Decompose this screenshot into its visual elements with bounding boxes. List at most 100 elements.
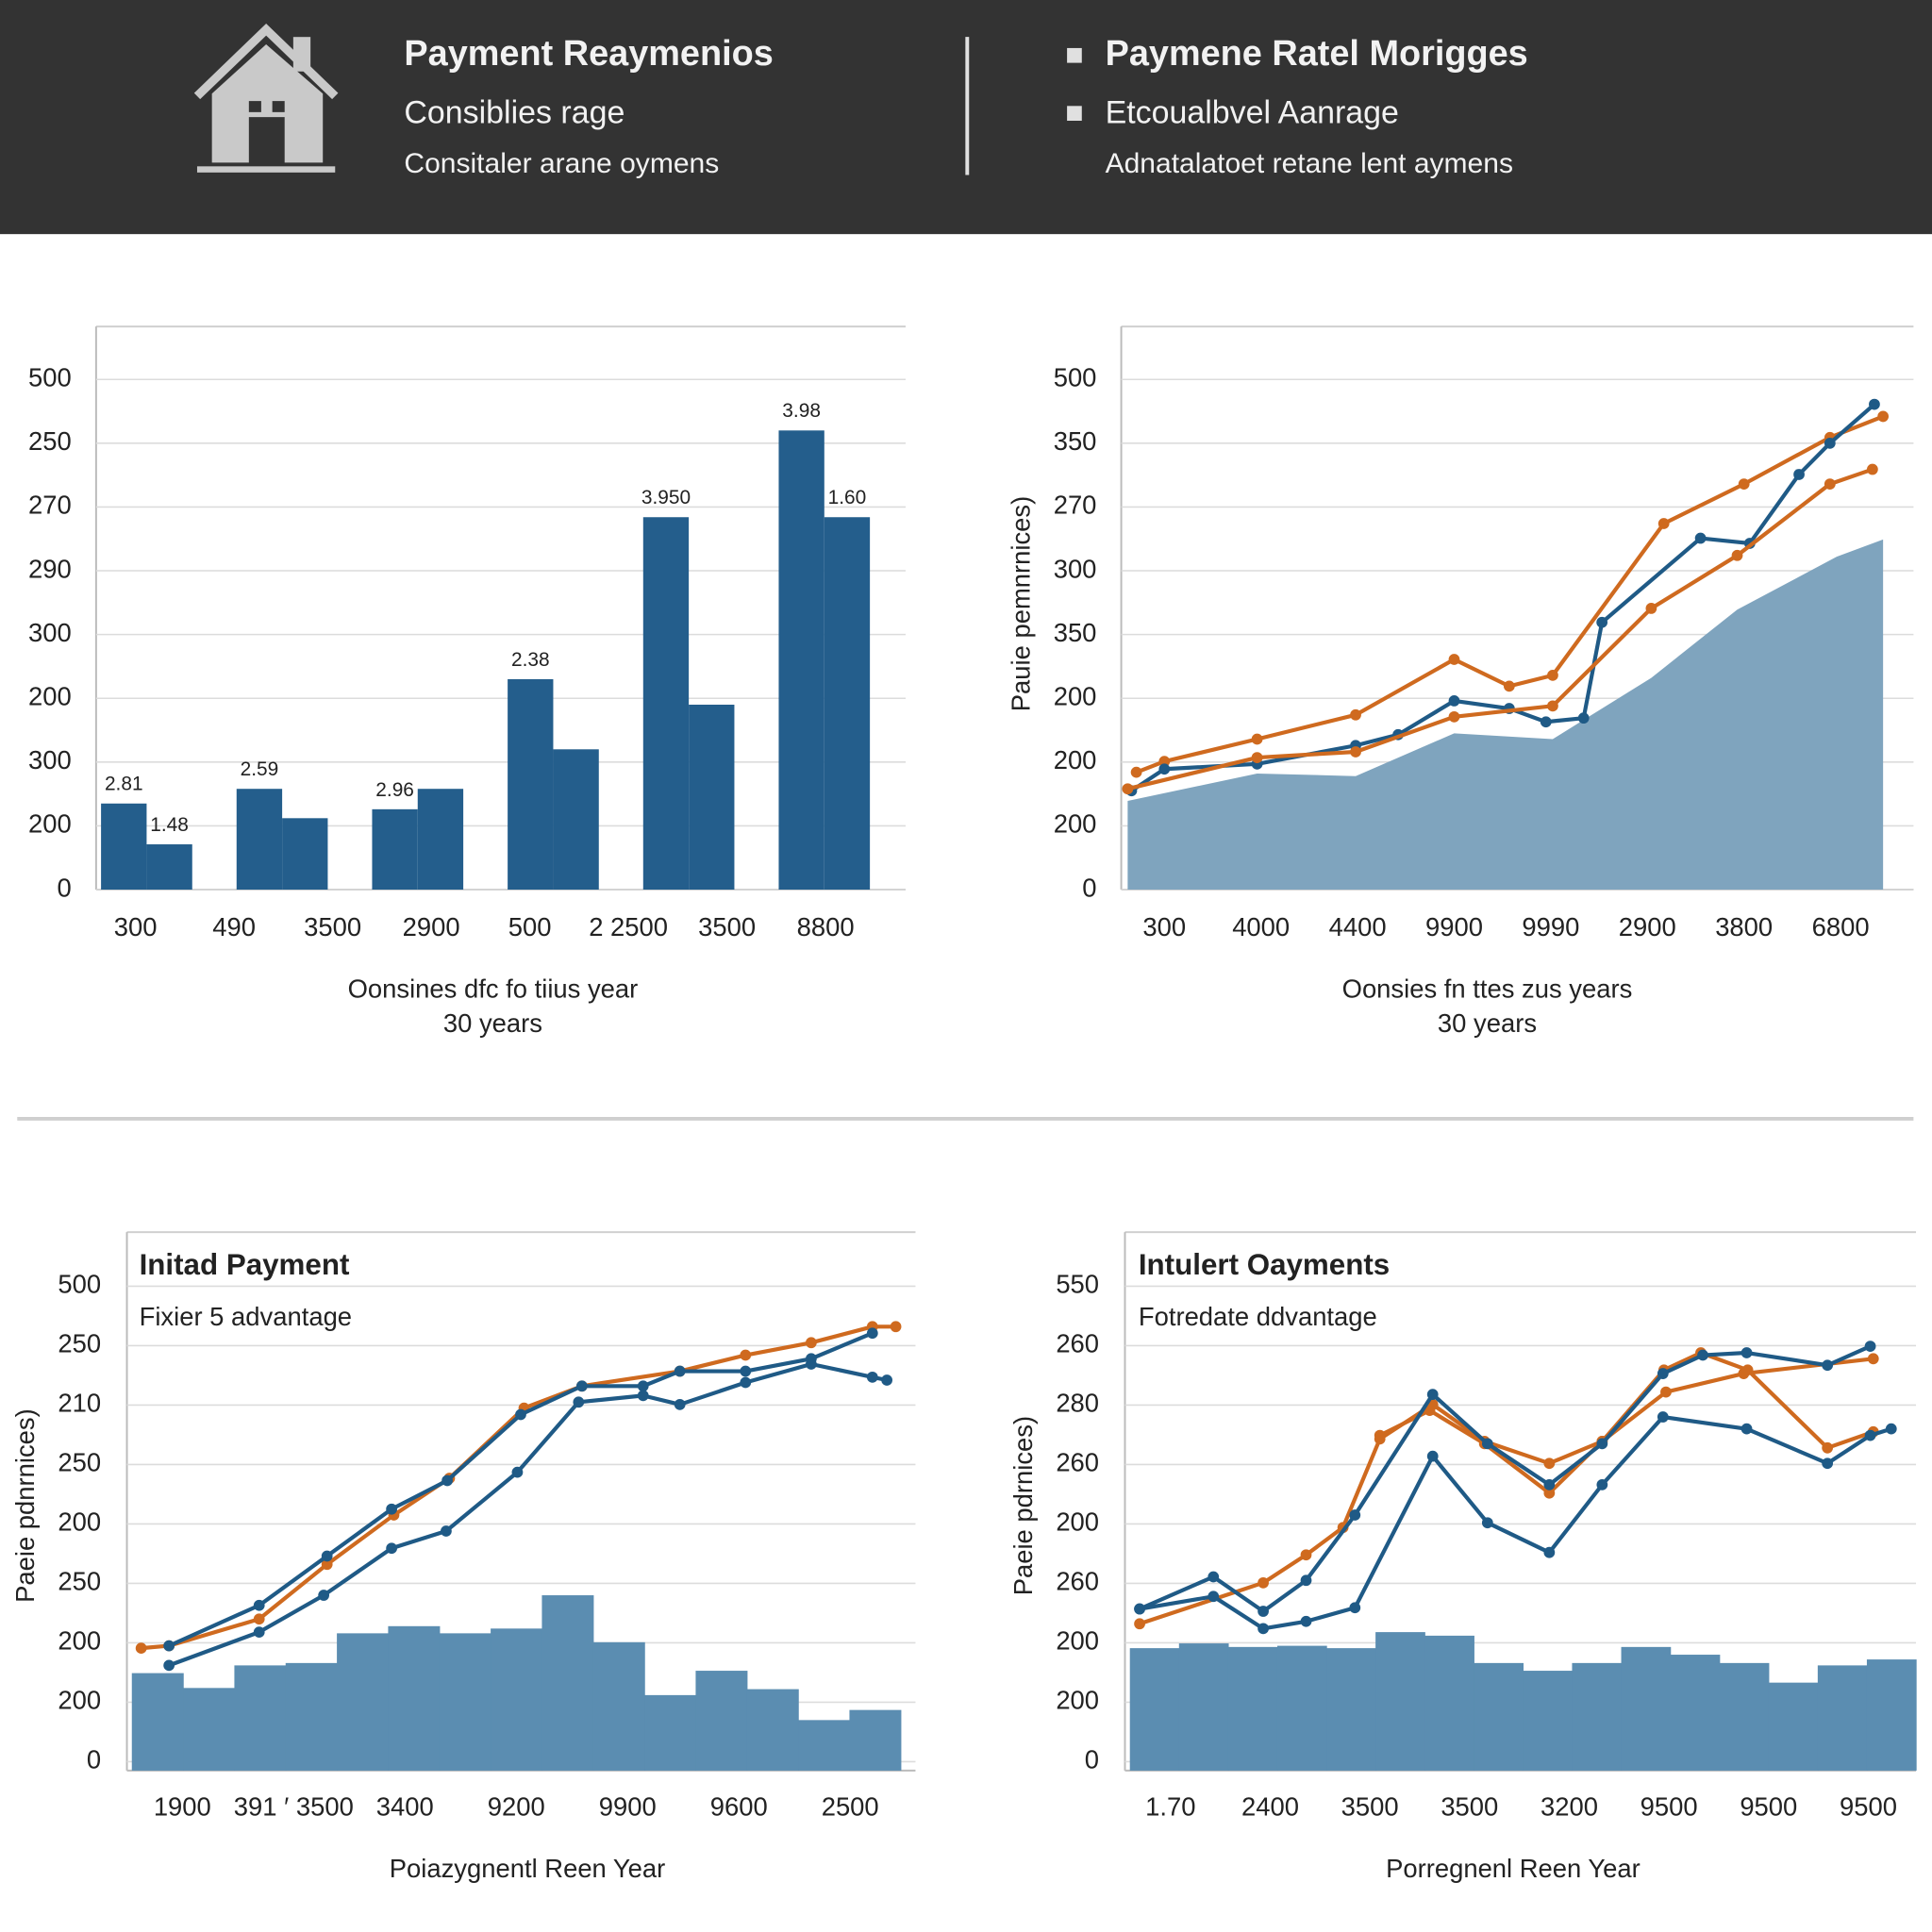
y-tick-label: 280 — [1056, 1389, 1099, 1418]
header-note: Adnatalatoet retane lent aymens — [1106, 148, 1513, 179]
line-marker — [1697, 1349, 1708, 1361]
line-marker — [1426, 1389, 1439, 1400]
chart-subtitle: Fotredate ddvantage — [1139, 1302, 1377, 1331]
bar — [417, 789, 464, 891]
histogram-bar — [1227, 1646, 1278, 1771]
line-marker — [318, 1590, 330, 1601]
line-marker — [1596, 1478, 1608, 1491]
line-marker — [1657, 518, 1670, 529]
line-marker — [1300, 1615, 1312, 1627]
line-marker — [1543, 1546, 1556, 1558]
line-marker — [1547, 700, 1558, 712]
line-marker — [1134, 1618, 1145, 1630]
x-tick-label: 1900 — [154, 1792, 211, 1822]
line-marker — [1540, 716, 1552, 728]
y-tick-label: 270 — [28, 491, 72, 520]
y-tick-label: 550 — [1056, 1270, 1099, 1299]
y-tick-label: 250 — [58, 1329, 101, 1358]
histogram-bar — [644, 1694, 697, 1771]
value-label: 1.48 — [150, 814, 189, 836]
line-marker — [1793, 469, 1805, 480]
histogram-bar — [798, 1720, 851, 1771]
x-axis-title: Porregnenl Reen Year — [1386, 1854, 1641, 1883]
y-tick-label: 200 — [1056, 1626, 1099, 1656]
x-tick-label: 2 2500 — [589, 912, 668, 941]
line-marker — [1731, 549, 1743, 561]
bar — [642, 517, 690, 891]
x-tick-label: 9500 — [1840, 1792, 1897, 1822]
line — [1139, 1414, 1892, 1631]
x-tick-label: 500 — [508, 912, 552, 941]
line-marker — [1543, 1457, 1556, 1470]
line — [1139, 1357, 1874, 1626]
y-tick-label: 200 — [1054, 809, 1097, 839]
line-marker — [1349, 1602, 1361, 1614]
histogram-bar — [1817, 1665, 1868, 1771]
bar — [236, 789, 283, 891]
line-marker — [1740, 1347, 1753, 1358]
line-marker — [1481, 1517, 1493, 1529]
line-marker — [321, 1558, 333, 1571]
line-marker — [1824, 478, 1836, 490]
line-marker — [1657, 1368, 1669, 1379]
histogram-bar — [849, 1709, 902, 1771]
line-marker — [1349, 1509, 1361, 1521]
histogram-bar — [131, 1673, 184, 1771]
line-marker — [1208, 1591, 1220, 1603]
bar — [101, 803, 147, 891]
line-marker — [1864, 1341, 1876, 1352]
histogram-bar — [337, 1633, 390, 1771]
line-marker — [386, 1503, 397, 1515]
histogram-bar — [1866, 1659, 1917, 1771]
y-tick-label: 0 — [1082, 873, 1096, 902]
line-marker — [1448, 710, 1460, 723]
line-marker — [1424, 1405, 1436, 1416]
line-marker — [1300, 1549, 1312, 1561]
line-marker — [163, 1640, 175, 1652]
y-tick-label: 500 — [28, 362, 72, 391]
x-tick-label: 490 — [212, 912, 256, 941]
chart-title: Initad Payment — [140, 1248, 350, 1281]
x-tick-label: 3500 — [1341, 1792, 1399, 1822]
x-tick-label: 2900 — [1619, 912, 1676, 941]
y-tick-label: 260 — [1056, 1448, 1099, 1477]
histogram-bar — [1719, 1662, 1770, 1771]
x-tick-label: 3200 — [1541, 1792, 1598, 1822]
house-icon — [193, 23, 339, 173]
bar — [553, 749, 599, 891]
line-marker — [1448, 695, 1460, 707]
line-marker — [1738, 478, 1750, 490]
line — [1139, 1344, 1872, 1614]
y-tick-label: 500 — [1054, 362, 1097, 391]
line-marker — [674, 1365, 686, 1377]
bar — [146, 844, 192, 891]
header-title: Paymene Ratel Morigges — [1106, 34, 1528, 74]
x-tick-label: 6800 — [1812, 912, 1870, 941]
line-marker — [386, 1542, 397, 1555]
y-tick-label: 0 — [87, 1745, 101, 1774]
histogram-bar — [541, 1595, 594, 1771]
y-tick-label: 200 — [1056, 1686, 1099, 1715]
line-marker — [1824, 437, 1836, 449]
bullet — [1067, 47, 1082, 63]
line-marker — [1645, 603, 1657, 614]
histogram-bar — [1768, 1682, 1819, 1771]
line — [168, 1331, 874, 1648]
header-title: Payment Reaymenios — [404, 34, 773, 74]
line-marker — [1543, 1487, 1556, 1499]
y-tick-label: 200 — [1054, 681, 1097, 710]
line-marker — [1885, 1423, 1897, 1435]
x-tick-label: 2900 — [403, 912, 460, 941]
value-label: 2.96 — [375, 779, 414, 801]
x-axis-title: Oonsines dfc fo tiius year — [348, 974, 639, 1003]
x-tick-label: 391 ′ 3500 — [234, 1792, 354, 1822]
line-marker — [1257, 1606, 1269, 1617]
line-marker — [740, 1376, 752, 1389]
line-marker — [1134, 1603, 1145, 1615]
x-tick-label: 8800 — [797, 912, 855, 941]
x-tick-label: 3400 — [376, 1792, 434, 1822]
line-marker — [1122, 783, 1134, 795]
line-marker — [253, 1599, 265, 1611]
line-marker — [1426, 1450, 1439, 1462]
line-marker — [881, 1374, 893, 1386]
